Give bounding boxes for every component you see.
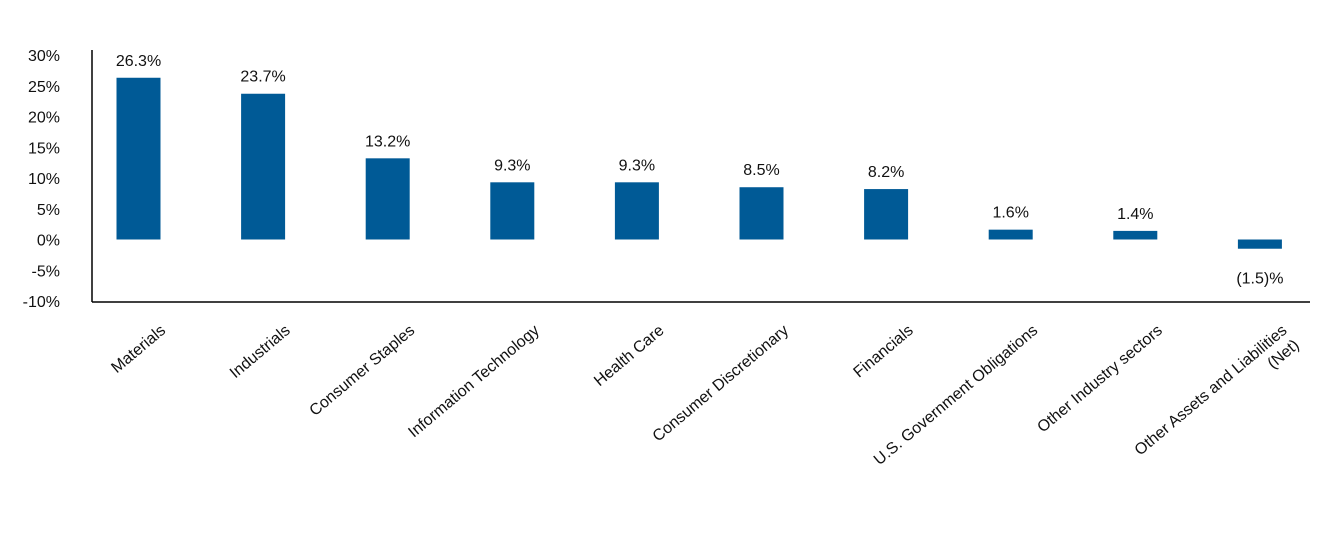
category-label: Financials <box>851 322 917 381</box>
category-label: Other Assets and Liabilities(Net) <box>1132 322 1303 474</box>
bar <box>614 182 659 240</box>
data-label: 13.2% <box>365 133 410 150</box>
data-label: 1.6% <box>992 205 1028 222</box>
category-label: Information Technology <box>405 322 542 441</box>
bar <box>490 182 535 240</box>
y-tick-label: 20% <box>28 110 60 127</box>
data-label: 26.3% <box>116 53 161 70</box>
y-tick-label: -5% <box>32 263 60 280</box>
bar <box>241 93 286 240</box>
data-label: 9.3% <box>619 157 655 174</box>
y-axis-ticks: 30% 25% 20% 15% 10% 5% 0% -5% -10% <box>23 48 60 311</box>
data-label: 1.4% <box>1117 206 1153 223</box>
bar <box>864 189 909 240</box>
data-label: 8.5% <box>743 162 779 179</box>
category-labels: Materials Industrials Consumer StaplesInfo… <box>108 322 1303 474</box>
category-label: Materials <box>108 322 169 377</box>
category-label: Consumer Discretionary <box>650 322 792 445</box>
bars <box>116 77 1282 249</box>
bar <box>1113 230 1158 240</box>
bar <box>365 158 410 240</box>
y-tick-label: 10% <box>28 171 60 188</box>
bar <box>988 229 1033 240</box>
y-tick-label: 30% <box>28 48 60 65</box>
category-label: Health Care <box>591 322 667 390</box>
bar <box>116 77 161 240</box>
y-tick-label: 15% <box>28 140 60 157</box>
bar <box>739 187 784 240</box>
y-tick-label: 5% <box>37 202 60 219</box>
bar <box>1237 239 1282 249</box>
axes <box>91 50 1310 303</box>
y-tick-label: 0% <box>37 233 60 250</box>
data-labels: 26.3% 23.7% 13.2% 9.3% 9.3% 8.5% 8.2% 1.6% 1.4% (… <box>116 53 1284 288</box>
data-label: 23.7% <box>240 69 285 86</box>
y-tick-label: -10% <box>23 294 60 311</box>
category-label: Industrials <box>227 322 294 382</box>
data-label: 9.3% <box>494 157 530 174</box>
category-label: Other Industry sectors <box>1034 322 1165 436</box>
y-tick-label: 25% <box>28 79 60 96</box>
data-label: 8.2% <box>868 164 904 181</box>
data-label: (1.5)% <box>1236 271 1283 288</box>
category-label: Consumer Staples <box>307 322 419 420</box>
